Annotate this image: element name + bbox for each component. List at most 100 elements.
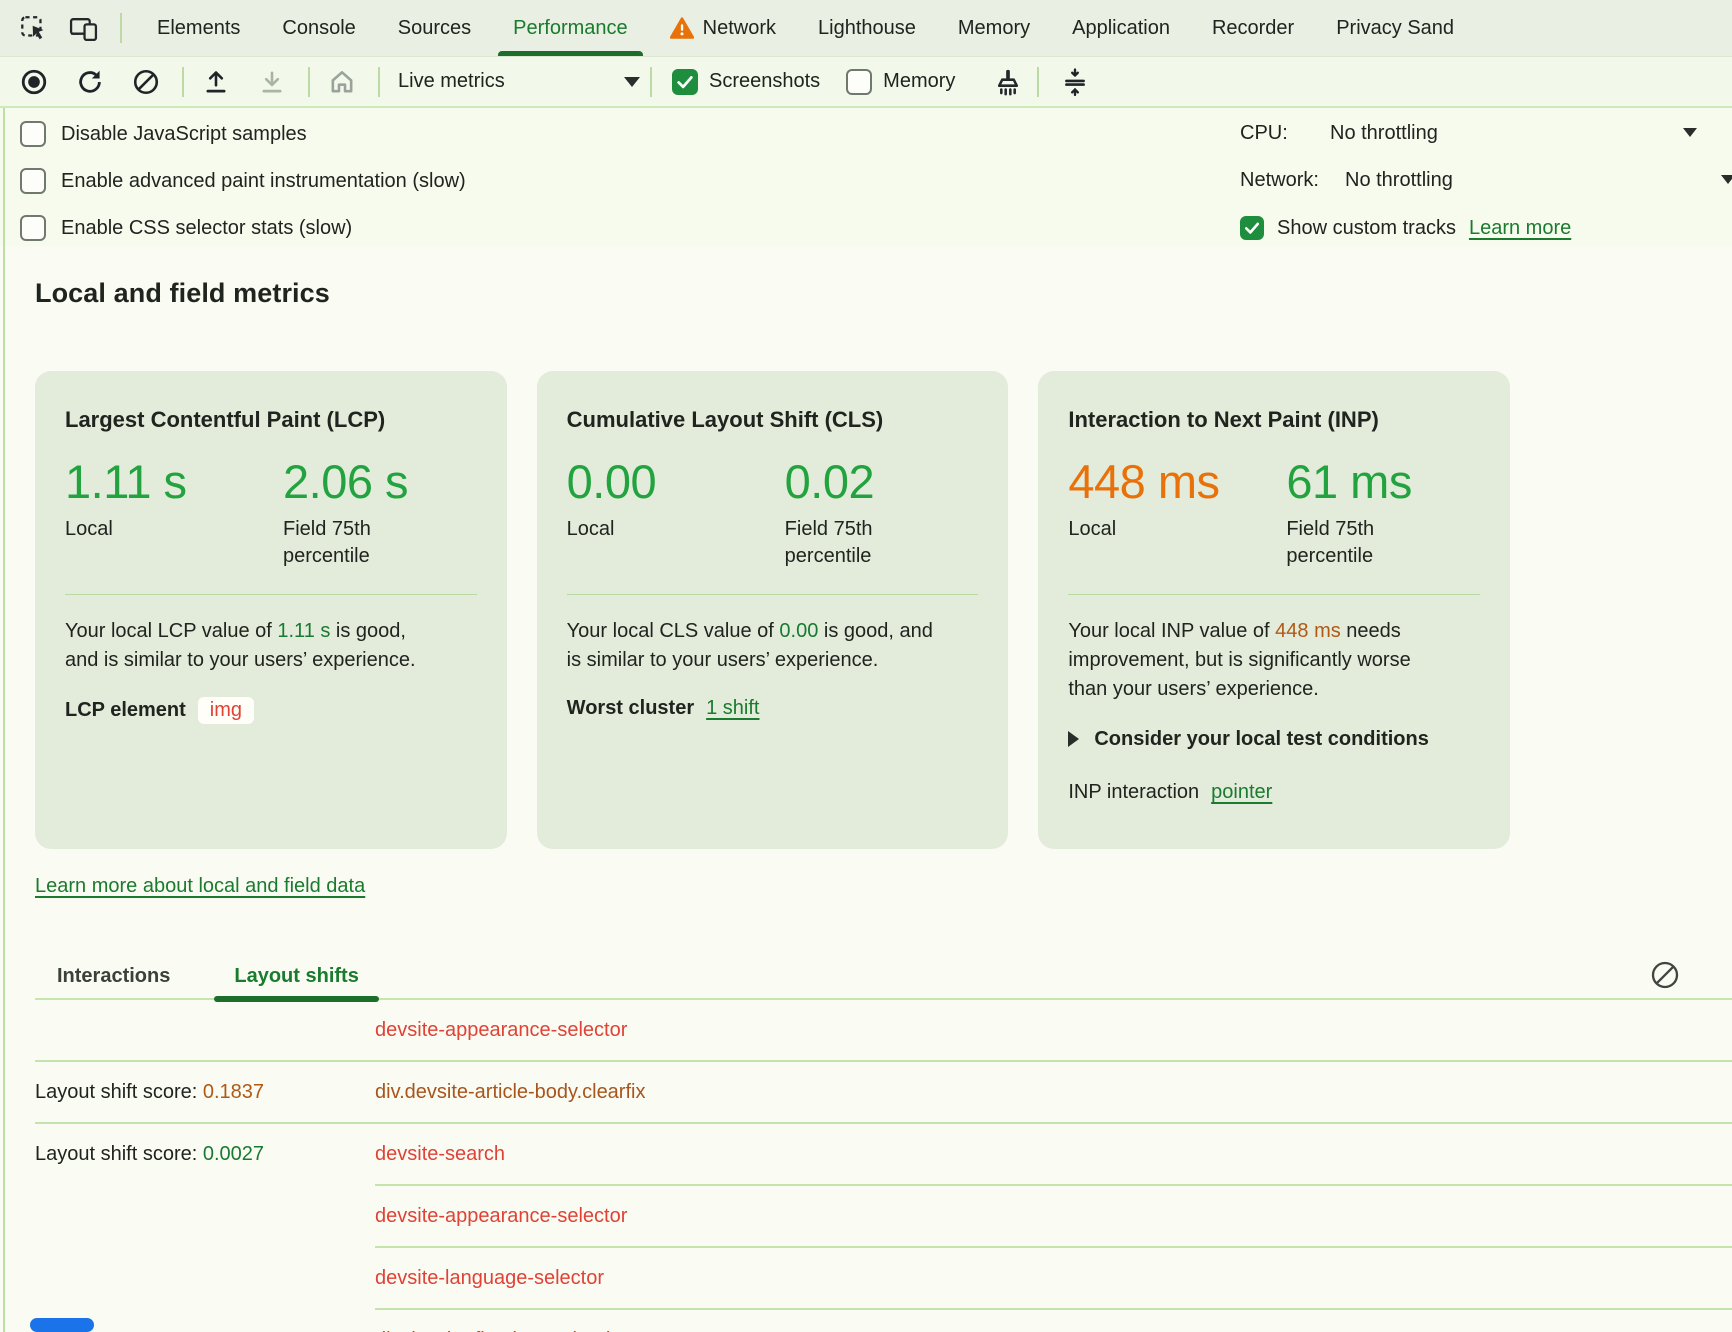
inp-field-label: Field 75th percentile	[1286, 516, 1480, 570]
element-node-link[interactable]: devsite-appearance-selector	[375, 1205, 627, 1227]
local-test-conditions-label: Consider your local test conditions	[1094, 728, 1429, 751]
inp-interaction-label: INP interaction	[1068, 781, 1199, 804]
live-metrics-log: Interactions Layout shifts devsite-appea…	[35, 954, 1732, 1332]
screenshots-toggle[interactable]: Screenshots	[672, 69, 820, 95]
memory-checkbox[interactable]	[846, 69, 872, 95]
cls-description: Your local CLS value of 0.00 is good, an…	[567, 617, 979, 675]
shift-node-cell: div.devsite-article-body.clearfix	[375, 1081, 1732, 1104]
worst-cluster-link[interactable]: 1 shift	[706, 697, 759, 720]
disable-js-samples-label: Disable JavaScript samples	[61, 123, 307, 146]
custom-tracks-learn-more-link[interactable]: Learn more	[1469, 217, 1571, 240]
tab-label: Application	[1072, 17, 1170, 40]
tab-label: Sources	[398, 17, 471, 40]
cls-field-value: 0.02	[785, 457, 979, 508]
cpu-throttle-select[interactable]: No throttling	[1330, 122, 1438, 145]
element-node-link[interactable]: div.devsite-article-body.clearfix	[375, 1081, 645, 1103]
memory-label: Memory	[883, 70, 955, 93]
layout-shift-row: devsite-appearance-selector	[35, 1186, 1732, 1246]
layout-shift-row: Layout shift score: 0.0027 devsite-search	[35, 1124, 1732, 1184]
shift-score-label: Layout shift score:	[35, 1143, 203, 1165]
reload-record-icon[interactable]	[76, 68, 104, 96]
disable-js-samples-checkbox[interactable]	[20, 121, 46, 147]
css-selector-stats-checkbox[interactable]	[20, 215, 46, 241]
inp-local-label: Local	[1068, 516, 1286, 543]
advanced-paint-checkbox[interactable]	[20, 168, 46, 194]
inp-card-title: Interaction to Next Paint (INP)	[1068, 407, 1480, 433]
shift-score-label: Layout shift score:	[35, 1081, 203, 1103]
tab-recorder[interactable]: Recorder	[1191, 0, 1315, 57]
screenshots-label: Screenshots	[709, 70, 820, 93]
cls-card-title: Cumulative Layout Shift (CLS)	[567, 407, 979, 433]
upload-profile-icon[interactable]	[202, 68, 230, 96]
device-toolbar-icon[interactable]	[69, 15, 98, 42]
tab-label: Lighthouse	[818, 17, 916, 40]
tab-label: Memory	[958, 17, 1030, 40]
custom-tracks-option[interactable]: Show custom tracks Learn more	[1240, 212, 1571, 244]
network-select-chevron-icon[interactable]	[1721, 175, 1732, 184]
inp-interaction-link[interactable]: pointer	[1211, 781, 1272, 804]
field-data-learn-more-link[interactable]: Learn more about local and field data	[35, 875, 365, 898]
element-node-link[interactable]: devsite-appearance-selector	[375, 1019, 627, 1041]
tab-elements[interactable]: Elements	[136, 0, 261, 57]
gc-brush-icon[interactable]	[993, 67, 1023, 97]
cls-card: Cumulative Layout Shift (CLS) 0.00 Local…	[537, 371, 1009, 849]
layout-shift-row: devsite-language-selector	[35, 1248, 1732, 1308]
disable-js-samples-option[interactable]: Disable JavaScript samples	[20, 118, 307, 150]
tab-layout-shifts[interactable]: Layout shifts	[214, 953, 378, 999]
lcp-element-label: LCP element	[65, 699, 186, 722]
tab-label: Performance	[513, 17, 628, 40]
inp-description: Your local INP value of 448 ms needs imp…	[1068, 617, 1480, 704]
lcp-element-node-link[interactable]: img	[198, 697, 254, 724]
network-throttle-select[interactable]: No throttling	[1345, 169, 1453, 192]
tab-label: Console	[282, 17, 355, 40]
memory-toggle[interactable]: Memory	[846, 69, 955, 95]
collapse-sections-icon[interactable]	[1061, 68, 1089, 96]
tab-application[interactable]: Application	[1051, 0, 1191, 57]
devtools-tab-bar: Elements Console Sources Performance Network…	[0, 0, 1732, 57]
element-node-link[interactable]: div.devsite-floating-action-buttons	[375, 1329, 671, 1332]
local-test-conditions-expander[interactable]: Consider your local test conditions	[1068, 728, 1480, 751]
inspect-element-icon[interactable]	[20, 15, 47, 42]
layout-shift-row: devsite-appearance-selector	[35, 1000, 1732, 1060]
cpu-label: CPU:	[1240, 122, 1288, 145]
layout-shift-list: devsite-appearance-selector Layout shift …	[35, 1000, 1732, 1332]
element-node-link[interactable]: devsite-search	[375, 1143, 505, 1165]
tab-sources[interactable]: Sources	[377, 0, 492, 57]
divider	[1037, 67, 1039, 97]
cpu-select-chevron-icon[interactable]	[1683, 128, 1697, 137]
check-icon	[674, 71, 696, 93]
card-divider	[567, 594, 979, 595]
shift-score-value: 0.0027	[203, 1143, 264, 1165]
shift-score-cell: Layout shift score: 0.1837	[35, 1081, 375, 1104]
custom-tracks-checkbox[interactable]	[1240, 216, 1264, 240]
tab-memory[interactable]: Memory	[937, 0, 1051, 57]
clear-icon[interactable]	[132, 68, 160, 96]
tab-interactions[interactable]: Interactions	[57, 953, 190, 999]
css-selector-stats-label: Enable CSS selector stats (slow)	[61, 217, 352, 240]
shift-node-cell: devsite-language-selector	[375, 1267, 1732, 1290]
tab-console[interactable]: Console	[261, 0, 376, 57]
css-selector-stats-option[interactable]: Enable CSS selector stats (slow)	[20, 212, 352, 244]
panel-mode-select[interactable]: Live metrics	[398, 70, 640, 93]
clear-log-icon[interactable]	[1650, 960, 1680, 990]
lcp-card-title: Largest Contentful Paint (LCP)	[65, 407, 477, 433]
shift-node-cell: devsite-appearance-selector	[375, 1019, 1732, 1042]
home-icon[interactable]	[328, 68, 356, 96]
log-tab-strip: Interactions Layout shifts	[35, 954, 1732, 1000]
screenshots-checkbox[interactable]	[672, 69, 698, 95]
download-profile-icon[interactable]	[258, 68, 286, 96]
live-metrics-view: Local and field metrics Largest Contentf…	[0, 246, 1732, 1332]
tab-privacy-sand[interactable]: Privacy Sand	[1315, 0, 1475, 57]
card-divider	[65, 594, 477, 595]
lcp-field-label: Field 75th percentile	[283, 516, 477, 570]
tab-label: Recorder	[1212, 17, 1294, 40]
tab-network[interactable]: Network	[649, 0, 797, 57]
metric-cards: Largest Contentful Paint (LCP) 1.11 s Lo…	[35, 371, 1510, 849]
tab-performance[interactable]: Performance	[492, 0, 649, 57]
custom-tracks-label: Show custom tracks	[1277, 217, 1456, 240]
element-node-link[interactable]: devsite-language-selector	[375, 1267, 604, 1289]
advanced-paint-option[interactable]: Enable advanced paint instrumentation (s…	[20, 165, 466, 197]
tab-lighthouse[interactable]: Lighthouse	[797, 0, 937, 57]
inp-local-value: 448 ms	[1068, 457, 1286, 508]
record-icon[interactable]	[20, 68, 48, 96]
